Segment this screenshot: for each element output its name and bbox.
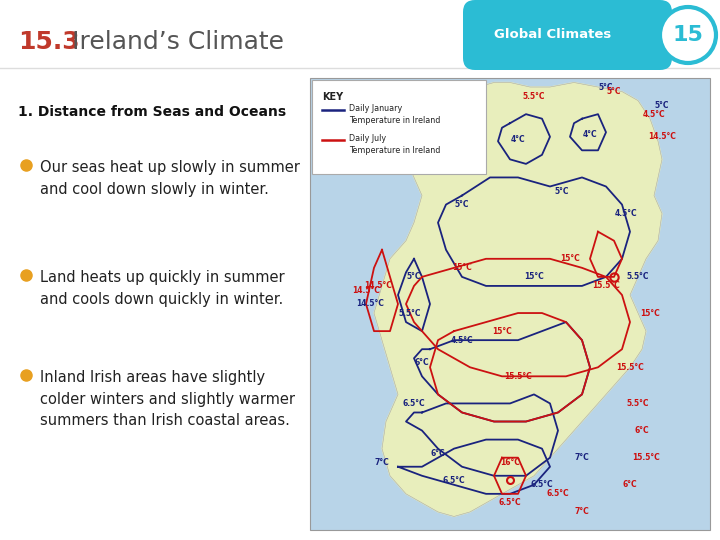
Text: 4.5°C: 4.5°C: [643, 110, 665, 119]
Circle shape: [660, 7, 716, 63]
Text: KEY: KEY: [322, 92, 343, 102]
Text: 6.5°C: 6.5°C: [443, 476, 465, 485]
Text: Inland Irish areas have slightly
colder winters and slightly warmer
summers than: Inland Irish areas have slightly colder …: [40, 370, 295, 428]
Text: 6.5°C: 6.5°C: [546, 489, 570, 498]
FancyBboxPatch shape: [312, 80, 486, 174]
FancyBboxPatch shape: [463, 0, 672, 70]
Text: Daily July
Temperature in Ireland: Daily July Temperature in Ireland: [349, 134, 441, 155]
Text: 15°C: 15°C: [640, 308, 660, 318]
Text: 14.5°C: 14.5°C: [356, 300, 384, 308]
Text: 15.5°C: 15.5°C: [504, 372, 532, 381]
Text: 5°C: 5°C: [599, 83, 613, 92]
Text: 5.5°C: 5.5°C: [626, 272, 649, 281]
Text: 6°C: 6°C: [415, 358, 429, 367]
Text: 15: 15: [672, 25, 703, 45]
Text: 15.3: 15.3: [18, 30, 80, 54]
Text: 14.5°C: 14.5°C: [352, 286, 380, 295]
Text: Global Climates: Global Climates: [494, 29, 611, 42]
Text: 15°C: 15°C: [492, 327, 512, 336]
Text: Our seas heat up slowly in summer
and cool down slowly in winter.: Our seas heat up slowly in summer and co…: [40, 160, 300, 197]
Text: 1. Distance from Seas and Oceans: 1. Distance from Seas and Oceans: [18, 105, 286, 119]
Text: 6°C: 6°C: [623, 480, 637, 489]
Text: 6°C: 6°C: [635, 426, 649, 435]
Text: 6.5°C: 6.5°C: [402, 399, 426, 408]
Text: Ireland’s Climate: Ireland’s Climate: [72, 30, 284, 54]
Text: 5.5°C: 5.5°C: [626, 399, 649, 408]
Text: 5°C: 5°C: [407, 272, 421, 281]
Text: 4°C: 4°C: [582, 130, 598, 139]
Text: 5°C: 5°C: [455, 200, 469, 209]
Text: 7°C: 7°C: [575, 453, 590, 462]
Text: 15.5°C: 15.5°C: [616, 363, 644, 372]
Text: 16°C: 16°C: [500, 458, 520, 467]
Polygon shape: [374, 83, 662, 516]
Text: 5.5°C: 5.5°C: [523, 92, 545, 100]
Text: 15.5°C: 15.5°C: [632, 453, 660, 462]
Text: 4.5°C: 4.5°C: [451, 336, 473, 345]
Text: 5.5°C: 5.5°C: [399, 308, 421, 318]
Text: 7°C: 7°C: [575, 508, 590, 516]
Text: 15°C: 15°C: [524, 272, 544, 281]
Text: 4°C: 4°C: [510, 134, 526, 144]
Text: 15°C: 15°C: [452, 264, 472, 272]
Text: 15.5°C: 15.5°C: [592, 281, 620, 291]
Text: 6.5°C: 6.5°C: [499, 498, 521, 508]
Text: 5°C: 5°C: [554, 186, 570, 195]
Text: Daily January
Temperature in Ireland: Daily January Temperature in Ireland: [349, 104, 441, 125]
Text: 14.5°C: 14.5°C: [364, 281, 392, 291]
Text: 5°C: 5°C: [607, 87, 621, 96]
Text: 4.5°C: 4.5°C: [615, 209, 637, 218]
Text: 15°C: 15°C: [560, 254, 580, 264]
Text: Land heats up quickly in summer
and cools down quickly in winter.: Land heats up quickly in summer and cool…: [40, 270, 284, 307]
Text: 6°C: 6°C: [431, 449, 445, 458]
Text: 7°C: 7°C: [374, 458, 390, 467]
Text: 14.5°C: 14.5°C: [648, 132, 676, 141]
Text: 5°C: 5°C: [654, 100, 670, 110]
FancyBboxPatch shape: [310, 78, 710, 530]
Text: 6.5°C: 6.5°C: [531, 480, 553, 489]
